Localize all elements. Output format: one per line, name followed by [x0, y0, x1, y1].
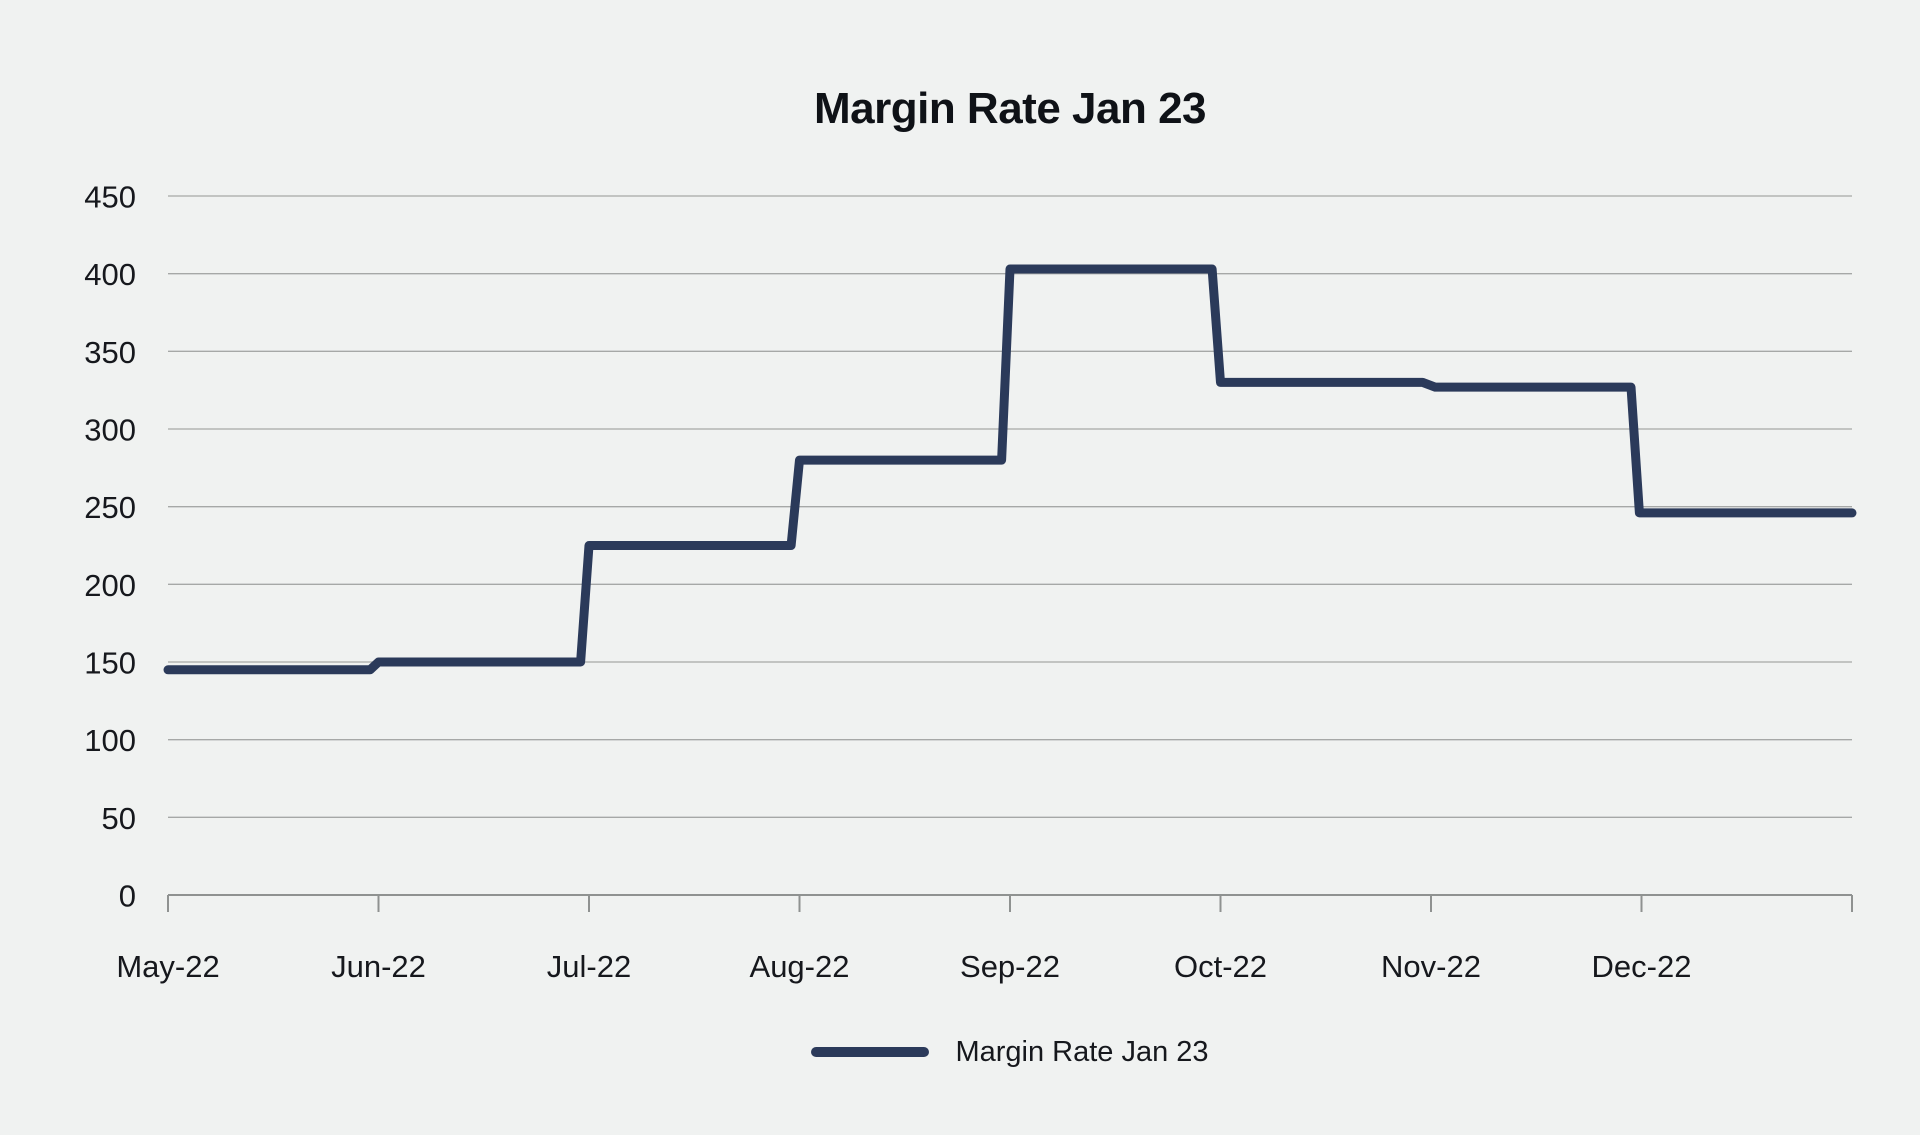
y-axis-label: 200	[84, 568, 136, 603]
y-axis-label: 150	[84, 646, 136, 681]
series-line	[163, 264, 1857, 675]
y-axis-label: 350	[84, 335, 136, 370]
y-axis-label: 250	[84, 490, 136, 525]
y-axis-label: 0	[119, 879, 136, 914]
chart-title: Margin Rate Jan 23	[813, 84, 1207, 133]
x-axis-label: Nov-22	[1381, 949, 1481, 984]
legend-label: Margin Rate Jan 23	[955, 1035, 1209, 1068]
y-axis-label: 50	[102, 801, 136, 836]
x-axis-label: Jul-22	[547, 949, 631, 984]
legend-line-swatch	[811, 1047, 930, 1057]
y-axis-label: 400	[84, 257, 136, 292]
y-axis-label: 450	[84, 180, 136, 215]
x-axis-label: Jun-22	[331, 949, 426, 984]
y-axis-label: 300	[84, 413, 136, 448]
x-axis-label: Sep-22	[960, 949, 1060, 984]
legend: Margin Rate Jan 23	[100, 1032, 1920, 1072]
x-axis-label: Oct-22	[1174, 949, 1267, 984]
y-axis-label: 100	[84, 723, 136, 758]
x-axis-label: Dec-22	[1592, 949, 1692, 984]
x-axis-label: Aug-22	[750, 949, 850, 984]
x-axis-label: May-22	[116, 949, 219, 984]
